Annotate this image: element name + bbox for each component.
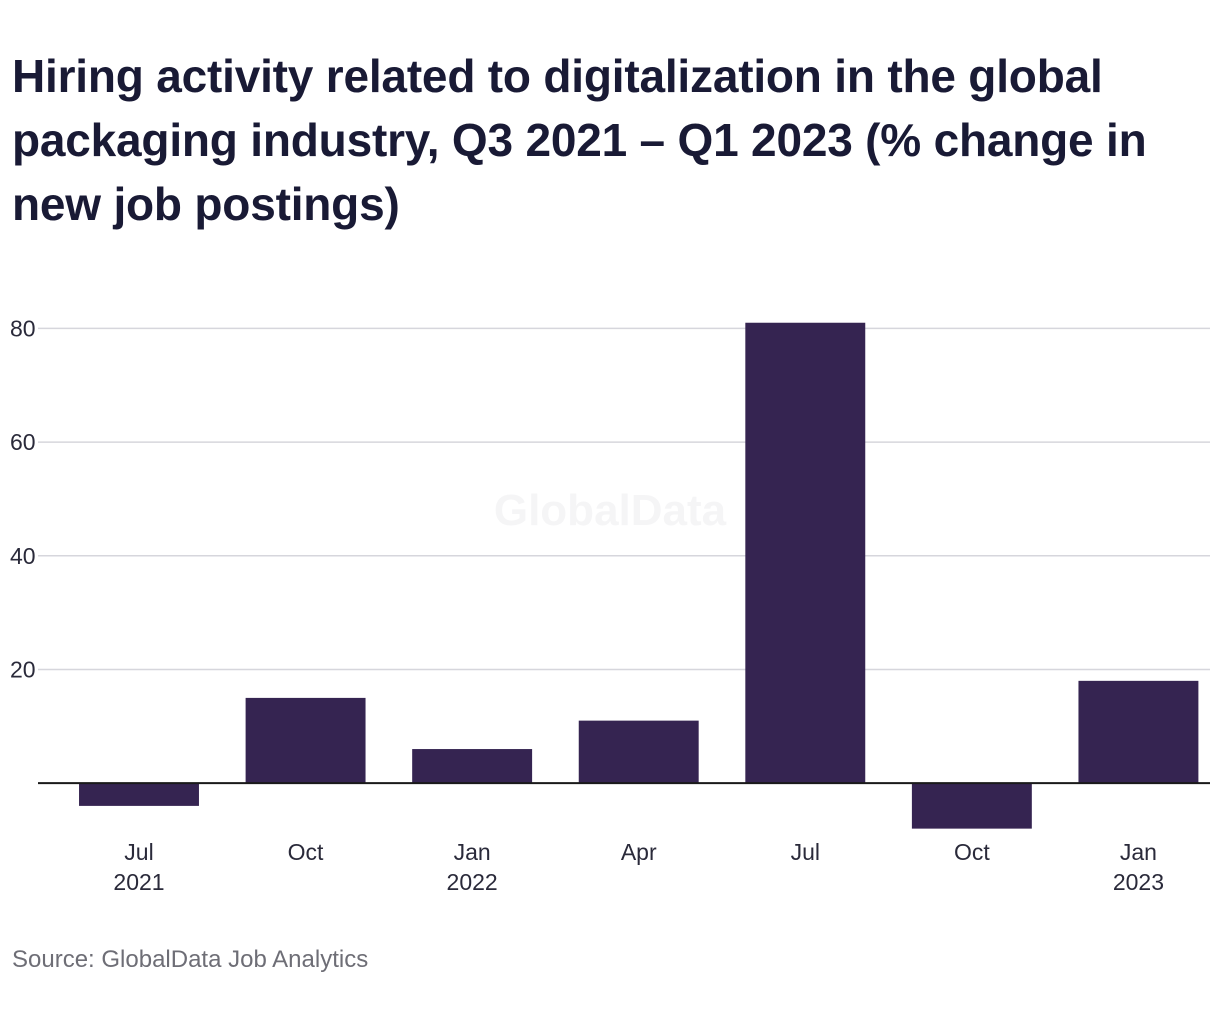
watermark-text: GlobalData xyxy=(494,486,727,535)
x-tick-label: Jan 2023 xyxy=(1113,839,1164,895)
bar xyxy=(412,749,533,784)
bar xyxy=(245,697,366,784)
bar xyxy=(745,322,866,784)
x-tick-label: Jul 2021 xyxy=(113,839,164,895)
y-axis-ticks: 20 40 60 80 xyxy=(10,315,36,682)
x-tick-label: Jan 2022 xyxy=(447,839,498,895)
chart-area: GlobalData 20 40 60 80 Jul 2021 Oct Jan 2022 Apr… xyxy=(0,270,1220,910)
x-tick-label: Apr xyxy=(621,839,657,865)
bar xyxy=(1078,680,1199,784)
x-axis-labels: Jul 2021 Oct Jan 2022 Apr Jul Oct Jan 2023 xyxy=(113,839,1164,895)
y-tick-label: 40 xyxy=(10,543,36,569)
chart-title: Hiring activity related to digitalizatio… xyxy=(12,50,1147,230)
bar xyxy=(79,783,199,806)
bar xyxy=(911,783,1032,829)
grid-lines xyxy=(38,327,1210,671)
y-tick-label: 60 xyxy=(10,429,36,455)
bar xyxy=(578,720,699,784)
x-tick-label: Jul xyxy=(791,839,820,865)
bars xyxy=(79,322,1199,829)
bar-chart: GlobalData 20 40 60 80 Jul 2021 Oct Jan 2022 Apr… xyxy=(10,315,1210,895)
x-tick-label: Oct xyxy=(288,839,324,865)
source-note: Source: GlobalData Job Analytics xyxy=(12,946,369,973)
y-tick-label: 80 xyxy=(10,315,36,341)
y-tick-label: 20 xyxy=(10,656,36,682)
x-tick-label: Oct xyxy=(954,839,990,865)
